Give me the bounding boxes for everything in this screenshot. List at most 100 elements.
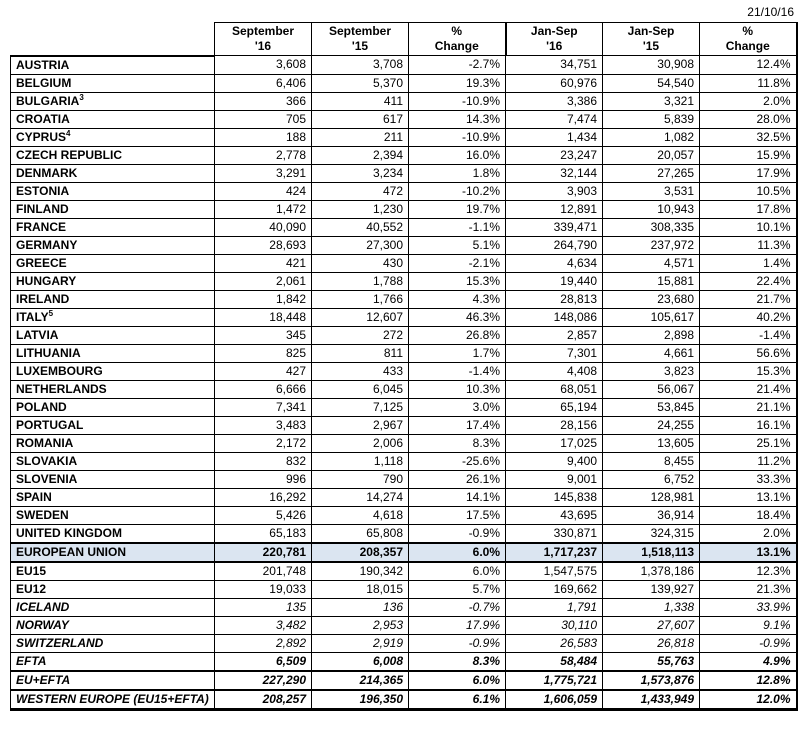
value-cell: 1,378,186 xyxy=(602,561,700,581)
value-cell: 366 xyxy=(214,91,312,111)
value-cell: 56,067 xyxy=(602,379,700,399)
col-header-jansep15: Jan-Sep '15 xyxy=(602,22,700,56)
row-label: CZECH REPUBLIC xyxy=(10,145,215,165)
row-label: DENMARK xyxy=(10,163,215,183)
value-cell: 2,898 xyxy=(602,325,700,345)
value-cell: 68,051 xyxy=(505,379,603,399)
value-cell: 26.1% xyxy=(408,469,506,489)
col-header-line1: September xyxy=(328,24,392,38)
table-row: ESTONIA 424 472 -10.2% 3,903 3,531 10.5% xyxy=(10,181,798,201)
value-cell: 23,247 xyxy=(505,145,603,165)
row-label: AUSTRIA xyxy=(10,55,215,75)
value-cell: 4,571 xyxy=(602,253,700,273)
value-cell: -1.1% xyxy=(408,217,506,237)
value-cell: 11.2% xyxy=(699,451,798,471)
value-cell: 21.4% xyxy=(699,379,798,399)
value-cell: 4,618 xyxy=(311,505,409,525)
col-header-line2: '15 xyxy=(351,39,369,53)
value-cell: 421 xyxy=(214,253,312,273)
col-header-line1: % xyxy=(451,24,463,38)
table-row: FRANCE 40,090 40,552 -1.1% 339,471 308,335 10.… xyxy=(10,217,798,237)
value-cell: 46.3% xyxy=(408,307,506,327)
value-cell: 188 xyxy=(214,127,312,147)
table-row: ICELAND 135 136 -0.7% 1,791 1,338 33.9% xyxy=(10,597,798,617)
value-cell: 832 xyxy=(214,451,312,471)
value-cell: 330,871 xyxy=(505,523,603,543)
value-cell: 1,766 xyxy=(311,289,409,309)
table-row: SWEDEN 5,426 4,618 17.5% 43,695 36,914 18.4% xyxy=(10,505,798,525)
value-cell: 1.4% xyxy=(699,253,798,273)
value-cell: 214,365 xyxy=(311,669,409,690)
value-cell: 12.8% xyxy=(699,669,798,690)
value-cell: 40,090 xyxy=(214,217,312,237)
table-row: ROMANIA 2,172 2,006 8.3% 17,025 13,605 25.1% xyxy=(10,433,798,453)
value-cell: 5,839 xyxy=(602,109,700,129)
row-label: CYPRUS4 xyxy=(10,127,215,147)
value-cell: -0.9% xyxy=(408,633,506,653)
value-cell: 10,943 xyxy=(602,199,700,219)
value-cell: 2,778 xyxy=(214,145,312,165)
value-cell: 2.0% xyxy=(699,523,798,543)
value-cell: 996 xyxy=(214,469,312,489)
value-cell: 4.9% xyxy=(699,651,798,671)
table-row: CROATIA 705 617 14.3% 7,474 5,839 28.0% xyxy=(10,109,798,129)
value-cell: 272 xyxy=(311,325,409,345)
value-cell: 34,751 xyxy=(505,55,603,75)
table-row: BULGARIA3 366 411 -10.9% 3,386 3,321 2.0% xyxy=(10,91,798,111)
value-cell: 5,426 xyxy=(214,505,312,525)
table-row: LUXEMBOURG 427 433 -1.4% 4,408 3,823 15.3% xyxy=(10,361,798,381)
value-cell: 15.9% xyxy=(699,145,798,165)
value-cell: 308,335 xyxy=(602,217,700,237)
value-cell: 3,321 xyxy=(602,91,700,111)
value-cell: 3,386 xyxy=(505,91,603,111)
table-row: EU15 201,748 190,342 6.0% 1,547,575 1,378,186… xyxy=(10,561,798,581)
value-cell: 2,172 xyxy=(214,433,312,453)
col-header-pct-change-ytd: % Change xyxy=(699,22,798,56)
row-label: POLAND xyxy=(10,397,215,417)
value-cell: 1,717,237 xyxy=(505,541,603,563)
col-header-line1: % xyxy=(742,24,754,38)
value-cell: 32,144 xyxy=(505,163,603,183)
value-cell: 14.3% xyxy=(408,109,506,129)
value-cell: 17.5% xyxy=(408,505,506,525)
value-cell: 6.0% xyxy=(408,541,506,563)
value-cell: 237,972 xyxy=(602,235,700,255)
value-cell: 19,033 xyxy=(214,579,312,599)
table-row: LATVIA 345 272 26.8% 2,857 2,898 -1.4% xyxy=(10,325,798,345)
table-row: EUROPEAN UNION 220,781 208,357 6.0% 1,717,23… xyxy=(10,541,798,563)
value-cell: 28,693 xyxy=(214,235,312,255)
row-label: EU15 xyxy=(10,561,215,581)
table-row: AUSTRIA 3,608 3,708 -2.7% 34,751 30,908 12.4% xyxy=(10,55,798,75)
row-label: BULGARIA3 xyxy=(10,91,215,111)
table-row: PORTUGAL 3,483 2,967 17.4% 28,156 24,255 16.1% xyxy=(10,415,798,435)
value-cell: -10.9% xyxy=(408,127,506,147)
value-cell: 169,662 xyxy=(505,579,603,599)
value-cell: 3,608 xyxy=(214,55,312,75)
value-cell: 12,607 xyxy=(311,307,409,327)
value-cell: 6,045 xyxy=(311,379,409,399)
value-cell: 36,914 xyxy=(602,505,700,525)
value-cell: 705 xyxy=(214,109,312,129)
value-cell: 17.8% xyxy=(699,199,798,219)
value-cell: 55,763 xyxy=(602,651,700,671)
value-cell: 5.1% xyxy=(408,235,506,255)
value-cell: 27,300 xyxy=(311,235,409,255)
value-cell: 8.3% xyxy=(408,651,506,671)
table-row: NORWAY 3,482 2,953 17.9% 30,110 27,607 9.1% xyxy=(10,615,798,635)
col-header-jansep16: Jan-Sep '16 xyxy=(504,22,603,56)
value-cell: 2,953 xyxy=(311,615,409,635)
value-cell: 4,408 xyxy=(505,361,603,381)
value-cell: 1,606,059 xyxy=(505,688,603,711)
value-cell: -25.6% xyxy=(408,451,506,471)
value-cell: -1.4% xyxy=(699,325,798,345)
col-header-line2: '16 xyxy=(254,39,272,53)
row-label: FINLAND xyxy=(10,199,215,219)
value-cell: 105,617 xyxy=(602,307,700,327)
table-row: EU+EFTA 227,290 214,365 6.0% 1,775,721 1,573,… xyxy=(10,669,798,690)
value-cell: 3,531 xyxy=(602,181,700,201)
value-cell: 6.0% xyxy=(408,669,506,690)
value-cell: 60,976 xyxy=(505,73,603,93)
value-cell: 53,845 xyxy=(602,397,700,417)
value-cell: 40.2% xyxy=(699,307,798,327)
value-cell: 8.3% xyxy=(408,433,506,453)
